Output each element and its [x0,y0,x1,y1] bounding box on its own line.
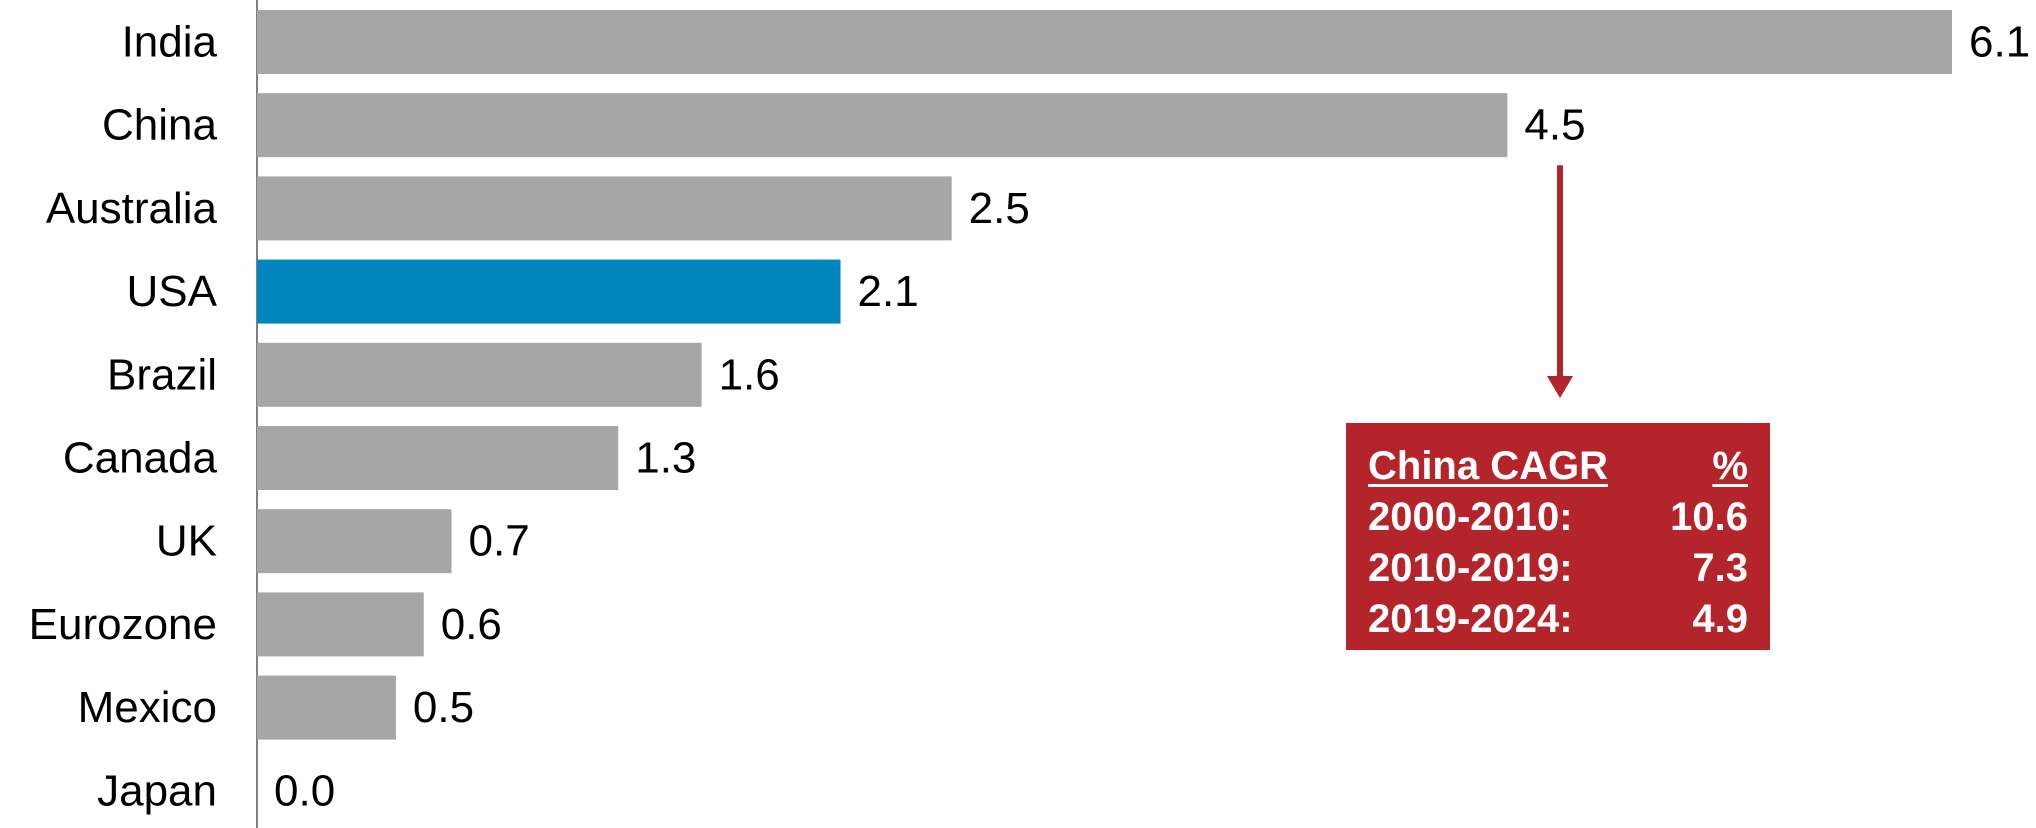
cagr-period: 2000-2010: [1368,495,1573,539]
cagr-value: 7.3 [1692,546,1748,590]
value-label: 1.3 [635,434,696,483]
bar [257,93,1508,158]
value-label: 0.6 [441,600,502,649]
china-cagr-box: China CAGR % 2000-2010: 10.6 2010-2019: … [1346,423,1770,650]
value-label: 0.5 [413,683,474,732]
category-label: Japan [97,766,217,815]
category-label: Canada [63,434,218,483]
bar [257,426,619,490]
bar [257,342,702,407]
category-label: UK [156,517,217,566]
bar [257,675,396,740]
category-label: Mexico [78,683,217,732]
cagr-row: 2019-2024: 4.9 [1368,594,1748,645]
cagr-header-row: China CAGR % [1368,441,1748,492]
category-label: Eurozone [29,600,217,649]
annotation-arrow [1547,165,1573,398]
category-label: Australia [46,184,218,233]
bars-group: India 6.1 China 4.5 Australia 2.5 USA 2.1 Brazil… [29,10,2030,815]
value-label: 0.7 [469,517,530,566]
cagr-header-label: China CAGR [1368,444,1608,488]
value-label: 2.5 [969,184,1030,233]
bar [257,176,952,241]
bar [257,10,1952,74]
value-label: 1.6 [719,350,780,399]
category-label: USA [127,267,218,316]
arrow-head [1547,376,1573,398]
category-label: Brazil [107,350,217,399]
value-label: 4.5 [1524,101,1585,150]
bar [257,259,841,324]
value-label: 6.1 [1969,18,2030,67]
bar [257,592,424,657]
value-label: 0.0 [274,766,335,815]
cagr-row: 2000-2010: 10.6 [1368,492,1748,543]
category-label: India [122,18,218,67]
cagr-value: 4.9 [1692,597,1748,641]
value-label: 2.1 [858,267,919,316]
cagr-value: 10.6 [1670,495,1748,539]
bar [257,509,452,574]
cagr-period: 2019-2024: [1368,597,1573,641]
cagr-period: 2010-2019: [1368,546,1573,590]
cagr-header-unit: % [1712,444,1748,488]
cagr-row: 2010-2019: 7.3 [1368,543,1748,594]
category-label: China [102,101,217,150]
